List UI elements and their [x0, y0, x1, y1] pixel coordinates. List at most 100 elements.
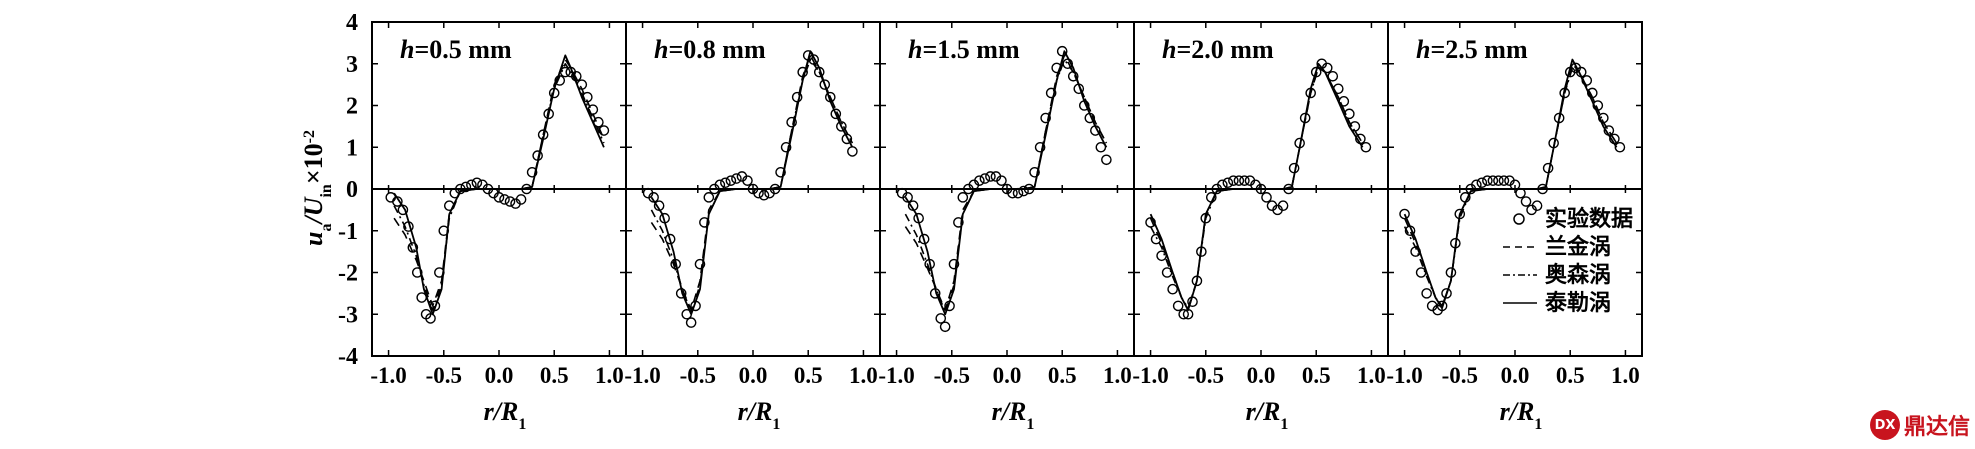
x-tick-label: 0.5 — [794, 363, 823, 388]
experiment-point — [659, 212, 670, 224]
experiment-point — [1182, 308, 1194, 320]
experiment-point — [1498, 175, 1510, 186]
experiment-point — [725, 175, 737, 186]
experiment-point — [559, 66, 571, 78]
y-tick-label: 4 — [346, 10, 358, 36]
experiment-point — [425, 313, 436, 324]
y-tick-label: 0 — [346, 177, 358, 203]
experiment-point — [1178, 308, 1189, 320]
experiment-point — [471, 177, 483, 189]
experiment-point — [1476, 177, 1488, 189]
experiment-point — [664, 233, 676, 245]
rankine-curve — [650, 54, 854, 311]
x-tick-label: 0.0 — [993, 363, 1022, 388]
x-axis-label-sub: 1 — [518, 416, 526, 433]
experiment-point — [1559, 87, 1570, 99]
watermark-logo-icon: DX — [1870, 410, 1900, 440]
experiment-point — [1187, 296, 1198, 308]
experiment-point — [1156, 250, 1167, 262]
x-tick-label: -0.5 — [680, 363, 716, 388]
experiment-point — [1399, 208, 1410, 220]
experiment-point — [1051, 62, 1062, 74]
x-tick-label: 0.0 — [1247, 363, 1276, 388]
experiment-point — [720, 177, 731, 189]
experiment-point — [681, 308, 693, 320]
experiment-point — [460, 181, 472, 193]
experiment-point — [1294, 137, 1305, 149]
experiment-point — [1338, 96, 1350, 107]
experiment-point — [1515, 187, 1526, 199]
experiment-point — [1445, 267, 1457, 278]
panel-3: -1.0 -0.5 0.0 0.5 1.0 r/R1 h=1.5 mm — [878, 21, 1135, 433]
experiment-point — [797, 66, 808, 78]
experiment-point — [587, 104, 599, 115]
x-tick-label: 0.0 — [1501, 363, 1530, 388]
x-axis-label-part: r/R — [992, 397, 1027, 426]
experiment-point — [714, 179, 726, 191]
experiment-point — [1509, 179, 1521, 191]
experiment-point — [670, 258, 681, 270]
experiment-point — [1023, 183, 1035, 195]
experiment-point — [1073, 83, 1085, 95]
experiment-point — [1581, 75, 1593, 86]
experiment-point — [1609, 133, 1620, 145]
experiment-point — [438, 225, 450, 237]
experiment-point — [1404, 225, 1416, 237]
experiment-point — [1327, 70, 1339, 82]
panel-title: h=2.0 mm — [1162, 35, 1274, 64]
experiment-point — [1228, 175, 1239, 186]
experiment-point — [929, 288, 941, 299]
experiment-point — [434, 267, 445, 278]
experiment-point — [1079, 100, 1090, 111]
y-tick-label: -2 — [338, 261, 358, 287]
x-axis-label: r/R1 — [1246, 397, 1289, 433]
experiment-point — [953, 217, 964, 228]
panel-title-value: =0.8 mm — [668, 35, 765, 64]
x-axis-label-part: r/R — [1246, 397, 1281, 426]
experiment-point — [1299, 112, 1311, 124]
experiment-point — [521, 183, 532, 195]
experiment-point — [808, 54, 820, 65]
experiment-point — [397, 204, 409, 216]
y-axis-label-part: u — [299, 232, 328, 246]
experiment-point — [918, 233, 930, 245]
experiment-point — [1145, 217, 1156, 228]
experiment-point — [1167, 283, 1178, 295]
experiment-point — [576, 79, 588, 90]
experiment-point — [598, 125, 610, 136]
experiment-point — [1548, 137, 1559, 149]
experiment-point — [902, 192, 913, 203]
experiment-point — [1150, 233, 1162, 245]
y-axis-label-part: /U — [299, 196, 328, 225]
experiment-point — [582, 91, 593, 103]
panel-2: -1.0 -0.5 0.0 0.5 1.0 r/R1 h=0.8 mm — [624, 21, 881, 433]
experiment-point — [648, 192, 659, 203]
experiment-point — [653, 200, 665, 211]
experiment-point — [847, 146, 858, 157]
x-tick-label: -0.5 — [934, 363, 970, 388]
experiment-point — [515, 194, 527, 205]
experiment-point — [466, 179, 477, 191]
experiment-point — [1018, 185, 1029, 197]
experiment-point — [554, 75, 566, 86]
experiment-point — [1553, 112, 1565, 124]
experiment-point — [1261, 192, 1272, 203]
experiment-point — [1200, 212, 1212, 224]
experiment-point — [979, 173, 991, 184]
experiment-point — [1029, 166, 1040, 178]
experiment-point — [504, 196, 516, 207]
x-tick-label: 1.0 — [1103, 363, 1132, 388]
experiment-point — [974, 175, 985, 186]
x-tick-label: -1.0 — [878, 363, 914, 388]
y-axis-label-part: ×10 — [299, 143, 328, 184]
experiment-point — [1206, 192, 1217, 203]
panel-title-value: =2.0 mm — [1176, 35, 1273, 64]
watermark-text: 鼎达信 — [1904, 415, 1971, 440]
x-tick-label: 0.0 — [485, 363, 514, 388]
y-tick-label: -1 — [338, 219, 358, 245]
x-axis-label-part: r/R — [484, 397, 519, 426]
experiment-point — [403, 221, 414, 232]
experiment-point — [1360, 141, 1372, 153]
experiment-point — [985, 171, 996, 182]
experiment-point — [493, 192, 505, 203]
